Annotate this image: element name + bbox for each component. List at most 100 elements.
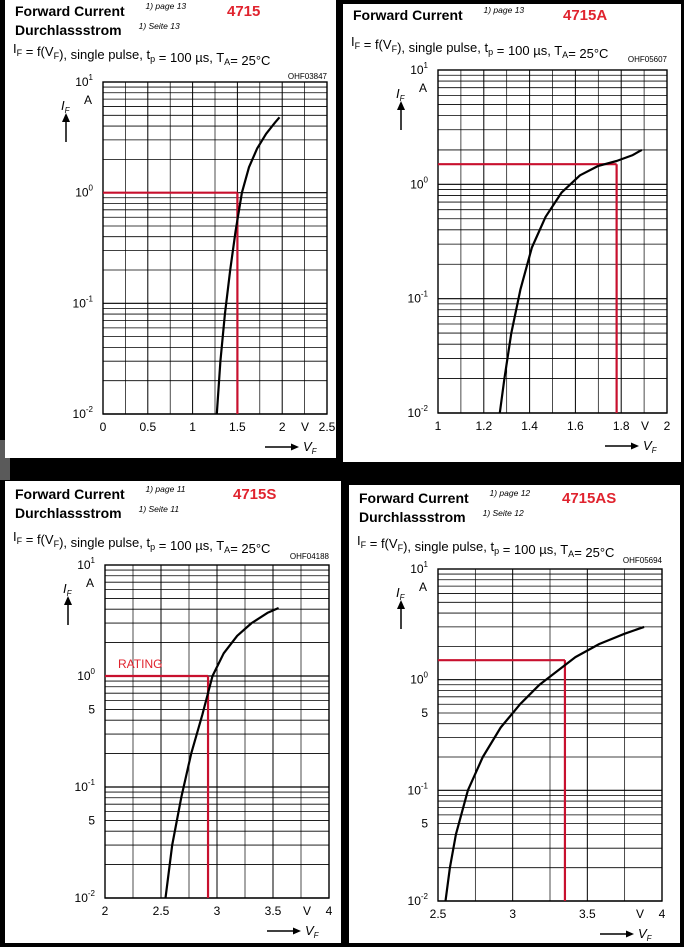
x-tick-label: 2.5 [430, 907, 447, 921]
chart-panel-4715s: Forward Current 1) page 11 4715S Durchlasss… [5, 481, 341, 943]
x-tick-label: 3.5 [265, 904, 282, 918]
x-tick-label: 2 [102, 904, 109, 918]
x-tick-label: 3 [509, 907, 516, 921]
forward-current-curve [164, 606, 280, 899]
y-tick-label: 100 [77, 667, 95, 683]
plot-frame [104, 564, 330, 899]
y-unit-label: A [419, 81, 427, 95]
y-tick-label: 10-2 [73, 405, 94, 421]
forward-current-curve [498, 148, 643, 414]
chart-svg: Forward Current 1) page 13 4715 Durchlassst… [13, 1, 336, 456]
y-axis-label: IF [396, 86, 406, 103]
x-tick-label: 1.2 [475, 419, 492, 433]
y-tick-label: 10-1 [408, 290, 429, 306]
y-tick-label: 101 [410, 61, 428, 77]
x-axis-label: VF [305, 923, 320, 940]
test-condition: IF = f(VF), single pulse, tp = 100 µs, T… [357, 533, 614, 560]
x-tick-label: 0.5 [139, 420, 156, 434]
x-tick-label: 2 [664, 419, 671, 433]
test-condition: IF = f(VF), single pulse, tp = 100 µs, T… [351, 34, 608, 61]
x-tick-label: 3.5 [579, 907, 596, 921]
chart-svg: Forward Current 1) page 12 4715AS Durchlass… [357, 488, 666, 943]
subtitle-reference: 1) Seite 11 [139, 504, 180, 514]
model-label: 4715AS [562, 490, 616, 507]
rating-label: RATING [118, 657, 162, 671]
y-axis-label: IF [396, 585, 406, 602]
x-axis-arrowhead [626, 930, 634, 938]
x-tick-label: 0 [100, 420, 107, 434]
title-reference: 1) page 13 [146, 1, 187, 11]
grid [437, 70, 668, 414]
y-tick-label: 10-1 [408, 781, 429, 797]
x-tick-label: 1.6 [567, 419, 584, 433]
y-tick-label: 100 [75, 184, 93, 200]
figure-code: OHF03847 [288, 72, 328, 81]
plot-frame [437, 568, 663, 902]
title-reference: 1) page 11 [146, 484, 186, 494]
y-tick-label: 10-2 [408, 892, 429, 908]
model-label: 4715S [233, 486, 276, 503]
y-tick-label: 10-1 [73, 294, 94, 310]
title-reference: 1) page 13 [484, 5, 525, 15]
y-tick-label: 100 [410, 175, 428, 191]
grid [104, 565, 330, 899]
chart-panel-4715as: Forward Current 1) page 12 4715AS Durchlass… [349, 485, 680, 943]
grid [437, 569, 663, 902]
y-tick-label: 5 [88, 702, 95, 716]
y-tick-label: 101 [410, 560, 428, 576]
x-tick-label: 2.5 [319, 420, 336, 434]
chart-title: Forward Current [15, 486, 125, 502]
y-axis-arrowhead [397, 600, 405, 609]
y-axis-label: IF [63, 581, 73, 598]
y-tick-label: 10-2 [75, 889, 96, 905]
x-unit-label: V [301, 420, 309, 434]
figure-code: OHF05694 [623, 556, 663, 565]
x-axis-arrowhead [291, 443, 299, 451]
x-unit-label: V [303, 904, 311, 918]
chart-svg: Forward Current 1) page 13 4715A IF = f(VF)… [351, 5, 671, 455]
x-tick-label: 1 [435, 419, 442, 433]
x-tick-label: 3 [214, 904, 221, 918]
y-tick-label: 5 [421, 817, 428, 831]
x-tick-label: 1.5 [229, 420, 246, 434]
chart-title: Forward Current [15, 3, 125, 19]
x-tick-label: 2 [279, 420, 286, 434]
x-axis-arrowhead [293, 927, 301, 935]
x-tick-label: 1.8 [613, 419, 630, 433]
plot-frame [102, 81, 328, 415]
y-tick-label: 101 [75, 73, 93, 89]
forward-current-curve [444, 625, 645, 902]
chart-panel-4715a: Forward Current 1) page 13 4715A IF = f(VF)… [343, 4, 681, 462]
y-tick-label: 10-2 [408, 404, 429, 420]
test-condition: IF = f(VF), single pulse, tp = 100 µs, T… [13, 41, 270, 68]
model-label: 4715A [563, 7, 607, 24]
y-tick-label: 10-1 [75, 778, 96, 794]
x-tick-label: 1.4 [521, 419, 538, 433]
x-tick-label: 4 [326, 904, 333, 918]
chart-panel-4715: Forward Current 1) page 13 4715 Durchlassst… [5, 0, 336, 458]
y-unit-label: A [84, 93, 92, 107]
y-tick-label: 5 [421, 706, 428, 720]
y-tick-label: 100 [410, 671, 428, 687]
side-strip [0, 440, 10, 480]
chart-subtitle: Durchlassstrom [359, 509, 466, 525]
chart-title: Forward Current [359, 490, 469, 506]
x-tick-label: 2.5 [153, 904, 170, 918]
x-tick-label: 4 [659, 907, 666, 921]
chart-subtitle: Durchlassstrom [15, 22, 122, 38]
test-condition: IF = f(VF), single pulse, tp = 100 µs, T… [13, 529, 270, 556]
x-axis-label: VF [303, 439, 318, 456]
x-axis-arrowhead [631, 442, 639, 450]
figure-code: OHF04188 [290, 552, 330, 561]
y-tick-label: 5 [88, 813, 95, 827]
y-axis-arrowhead [62, 113, 70, 122]
y-tick-label: 101 [77, 556, 95, 572]
grid [102, 82, 328, 415]
y-axis-label: IF [61, 98, 71, 115]
chart-subtitle: Durchlassstrom [15, 505, 122, 521]
x-unit-label: V [641, 419, 649, 433]
subtitle-reference: 1) Seite 12 [483, 508, 524, 518]
figure-code: OHF05607 [628, 55, 668, 64]
x-axis-label: VF [643, 438, 658, 455]
y-unit-label: A [419, 580, 427, 594]
